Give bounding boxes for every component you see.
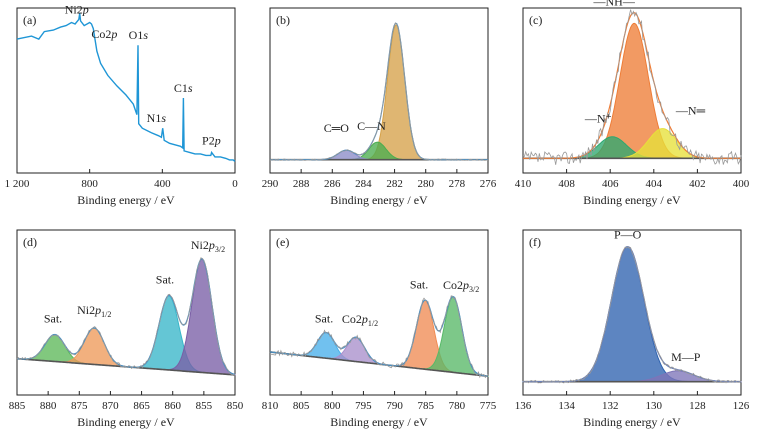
plot-frame	[522, 229, 742, 396]
x-tick-label: 870	[102, 400, 119, 412]
x-tick-label: 290	[262, 178, 279, 190]
x-tick-label: 865	[133, 400, 150, 412]
component-label: Sat.	[410, 277, 428, 291]
component-label: —NH—	[593, 0, 636, 8]
x-tick-label: 800	[81, 178, 98, 190]
component-label: Sat.	[315, 312, 333, 326]
x-tick-label: 805	[293, 400, 310, 412]
x-tick-label: 280	[417, 178, 434, 190]
x-tick-label: 0	[232, 178, 238, 190]
panel-f: 136 134 132 130 128 126 Binding energy / eV (f)…	[515, 228, 750, 429]
x-tick-label: 775	[480, 400, 497, 412]
x-tick-label: 282	[386, 178, 403, 190]
x-tick-label: 402	[689, 178, 706, 190]
plot-frame	[269, 7, 489, 174]
x-tick-label: 880	[40, 400, 57, 412]
x-tick-label: 400	[154, 178, 171, 190]
raw-data-line	[270, 295, 489, 379]
panel-c: 410 408 406 404 402 400 Binding energy / eV (c)…	[515, 0, 750, 207]
x-tick-label: 885	[9, 400, 26, 412]
x-tick-label: 126	[733, 400, 750, 412]
fit-component-0	[523, 22, 741, 159]
component-label: C—N	[357, 119, 386, 133]
fit-component-1	[270, 141, 488, 161]
x-tick-label: 286	[324, 178, 341, 190]
peak-annotation: O1s	[129, 28, 149, 42]
component-label: Sat.	[44, 312, 62, 326]
x-tick-label: 134	[558, 400, 575, 412]
x-axis-label: Binding energy / eV	[77, 415, 175, 429]
peak-annotation: P2p	[202, 133, 221, 147]
x-tick-label: 855	[196, 400, 213, 412]
fit-component-0	[270, 24, 488, 161]
panel-letter: (b)	[276, 13, 290, 27]
panel-letter: (e)	[276, 235, 289, 249]
component-label: —N⁺	[584, 112, 612, 126]
component-label: Sat.	[156, 273, 174, 287]
x-tick-label: 278	[449, 178, 466, 190]
panel-d: 885 880 875 870 865 860 855 850 Binding energy /…	[9, 229, 244, 429]
plot-frame	[16, 7, 236, 174]
x-tick-label: 408	[558, 178, 575, 190]
x-axis-label: Binding energy / eV	[330, 415, 428, 429]
peak-annotation: Co2p	[91, 27, 117, 41]
x-tick-label: 800	[324, 400, 341, 412]
x-tick-label: 875	[71, 400, 88, 412]
panel-letter: (a)	[23, 13, 36, 27]
panel-letter: (f)	[529, 235, 541, 249]
component-label: —N═	[675, 104, 706, 118]
x-tick-label: 410	[515, 178, 532, 190]
x-axis-label: Binding energy / eV	[330, 193, 428, 207]
x-tick-label: 810	[262, 400, 279, 412]
panel-e: 810 805 800 795 790 785 780 775 Binding energy /…	[262, 229, 497, 429]
x-axis-label: Binding energy / eV	[77, 193, 175, 207]
raw-data-line	[269, 22, 488, 161]
x-tick-label: 795	[355, 400, 372, 412]
x-axis-label: Binding energy / eV	[583, 193, 681, 207]
panel-b: 290 288 286 284 282 280 278 276 Binding energy /…	[262, 7, 497, 207]
peak-annotation: N1s	[147, 111, 167, 125]
x-tick-label: 276	[480, 178, 497, 190]
survey-spectrum-line	[16, 13, 236, 162]
x-tick-label: 288	[293, 178, 310, 190]
component-label: C═O	[324, 121, 350, 135]
component-label: M—P	[671, 350, 701, 364]
x-tick-label: 400	[733, 178, 750, 190]
plot-frame	[16, 229, 236, 396]
peak-annotation: Ni2p	[65, 3, 89, 17]
raw-data-line	[16, 257, 236, 376]
x-tick-label: 136	[515, 400, 532, 412]
component-label: Ni2p3/2	[191, 238, 225, 254]
x-tick-label: 404	[646, 178, 663, 190]
panel-letter: (d)	[23, 235, 37, 249]
x-tick-label: 850	[227, 400, 244, 412]
x-tick-label: 128	[689, 400, 706, 412]
peak-annotation: C1s	[174, 81, 193, 95]
x-tick-label: 130	[646, 400, 663, 412]
raw-data-line	[522, 246, 742, 384]
x-tick-label: 284	[355, 178, 372, 190]
x-tick-label: 790	[386, 400, 403, 412]
x-tick-label: 860	[164, 400, 181, 412]
plot-frame	[522, 7, 742, 174]
component-label: Co2p1/2	[342, 312, 378, 328]
x-axis-label: Binding energy / eV	[583, 415, 681, 429]
x-tick-label: 132	[602, 400, 619, 412]
component-label: Ni2p1/2	[77, 303, 111, 319]
background-line	[269, 351, 489, 378]
x-tick-label: 785	[417, 400, 434, 412]
plot-frame	[269, 229, 489, 396]
raw-data-line	[522, 9, 742, 165]
panel-a: 1 200 800 400 0 Binding energy / eV (a) Ni2pCo…	[5, 3, 239, 207]
component-label: P—O	[614, 228, 642, 242]
fit-component-0	[522, 246, 742, 383]
x-tick-label: 780	[449, 400, 466, 412]
x-tick-label: 1 200	[5, 178, 30, 190]
component-label: Co2p3/2	[443, 278, 479, 294]
x-tick-label: 406	[602, 178, 619, 190]
panel-letter: (c)	[529, 13, 542, 27]
